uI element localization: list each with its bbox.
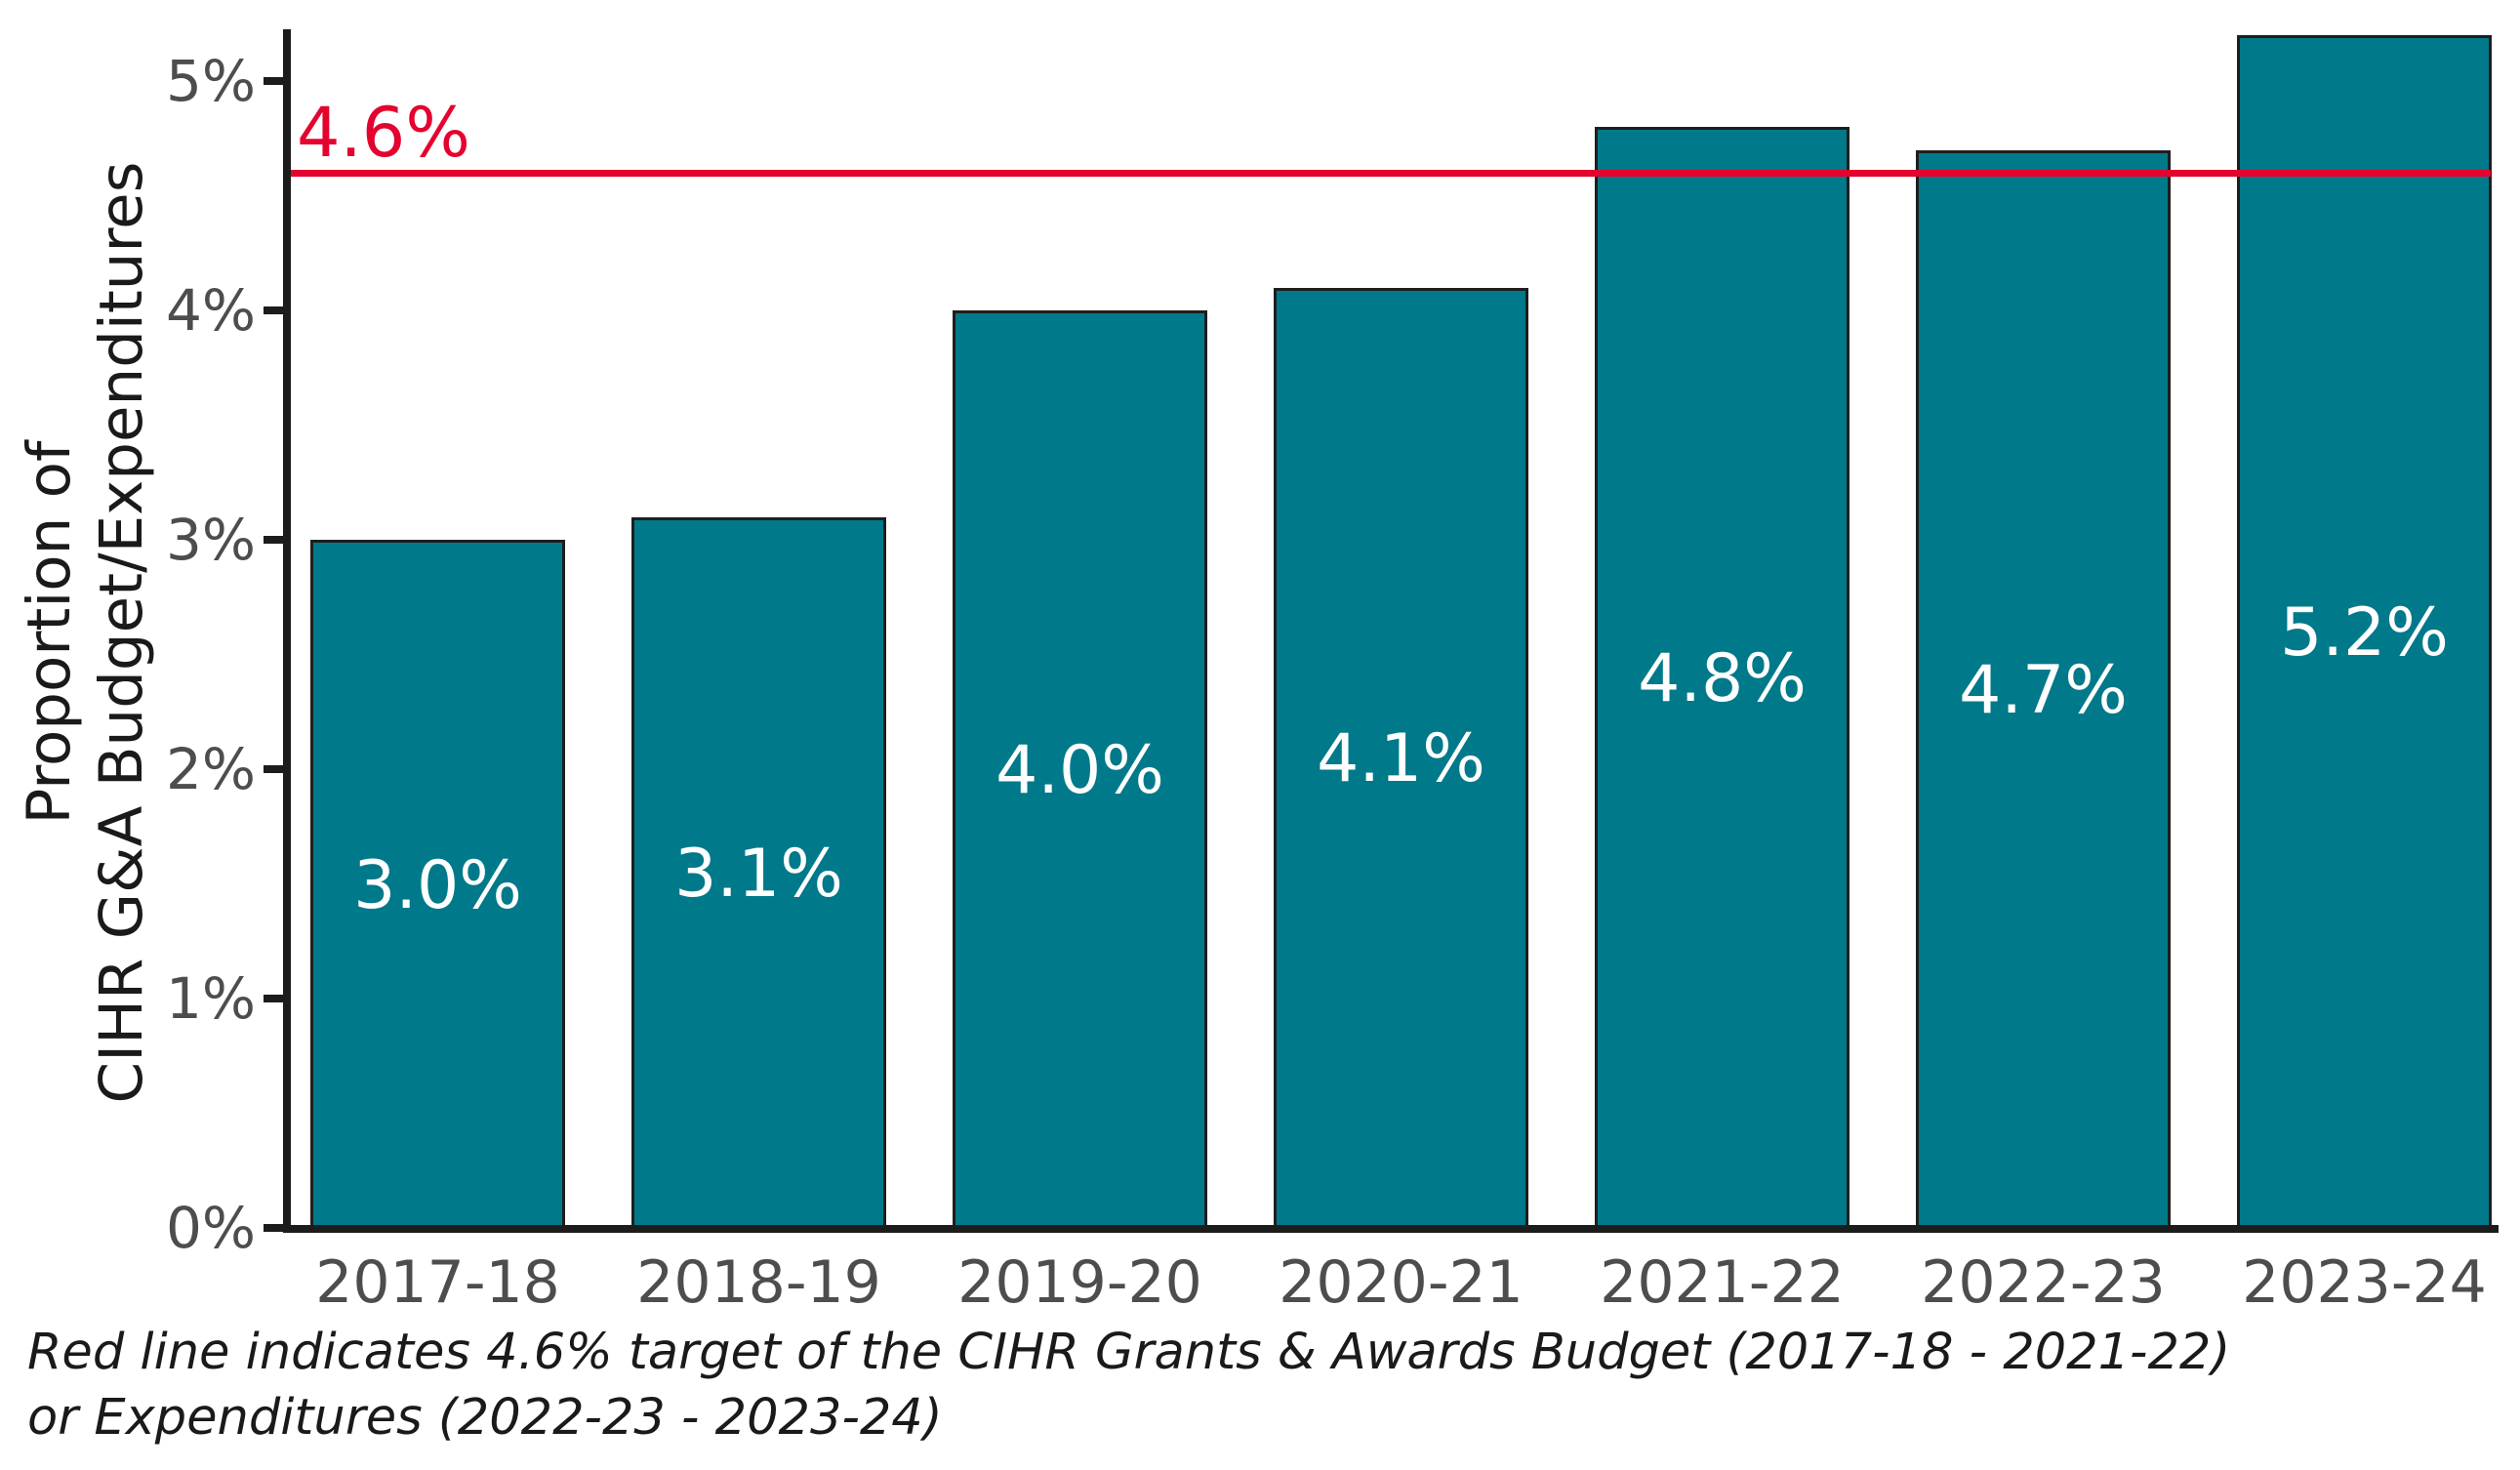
target-reference-line [291, 170, 2491, 177]
bar-2020-21: 4.1% [1274, 287, 1528, 1232]
y-tick-label-0%: 0% [165, 1195, 256, 1261]
y-tick-mark-2% [264, 765, 287, 773]
y-tick-label-2%: 2% [165, 736, 256, 802]
bar-value-label-2022-23: 4.7% [1959, 651, 2128, 729]
bar-value-label-2017-18: 3.0% [353, 846, 522, 924]
y-tick-label-3%: 3% [165, 507, 256, 573]
bar-2017-18: 3.0% [310, 540, 565, 1232]
y-tick-label-1%: 1% [165, 965, 256, 1032]
y-tick-label-5%: 5% [165, 48, 256, 114]
x-tick-label-2022-23: 2022-23 [1921, 1248, 2166, 1317]
x-tick-label-2020-21: 2020-21 [1279, 1248, 1524, 1317]
bar-value-label-2019-20: 4.0% [996, 732, 1164, 809]
bar-value-label-2018-19: 3.1% [674, 835, 843, 913]
x-tick-label-2021-22: 2021-22 [1600, 1248, 1845, 1317]
y-tick-mark-5% [264, 77, 287, 85]
y-tick-label-4%: 4% [165, 277, 256, 344]
target-reference-label: 4.6% [297, 93, 470, 174]
bar-2022-23: 4.7% [1916, 149, 2171, 1232]
bar-2018-19: 3.1% [631, 516, 886, 1232]
chart-caption: Red line indicates 4.6% target of the CI… [27, 1320, 2230, 1450]
bar-2021-22: 4.8% [1595, 127, 1849, 1232]
x-tick-label-2017-18: 2017-18 [315, 1248, 560, 1317]
x-axis-line [283, 1225, 2499, 1233]
y-tick-mark-0% [264, 1224, 287, 1232]
caption-line-1: Red line indicates 4.6% target of the CI… [27, 1324, 2231, 1381]
bar-value-label-2020-21: 4.1% [1317, 720, 1485, 798]
bar-value-label-2023-24: 5.2% [2280, 594, 2449, 672]
bar-2019-20: 4.0% [953, 310, 1207, 1232]
y-tick-mark-3% [264, 536, 287, 544]
bar-2023-24: 5.2% [2237, 35, 2492, 1232]
x-tick-label-2023-24: 2023-24 [2242, 1248, 2487, 1317]
x-tick-label-2018-19: 2018-19 [636, 1248, 881, 1317]
x-tick-label-2019-20: 2019-20 [957, 1248, 1202, 1317]
y-tick-mark-4% [264, 306, 287, 314]
y-tick-mark-1% [264, 995, 287, 1002]
bar-value-label-2021-22: 4.8% [1638, 640, 1807, 717]
y-axis-line [283, 29, 291, 1232]
caption-line-2: or Expenditures (2022-23 - 2023-24) [27, 1389, 943, 1447]
